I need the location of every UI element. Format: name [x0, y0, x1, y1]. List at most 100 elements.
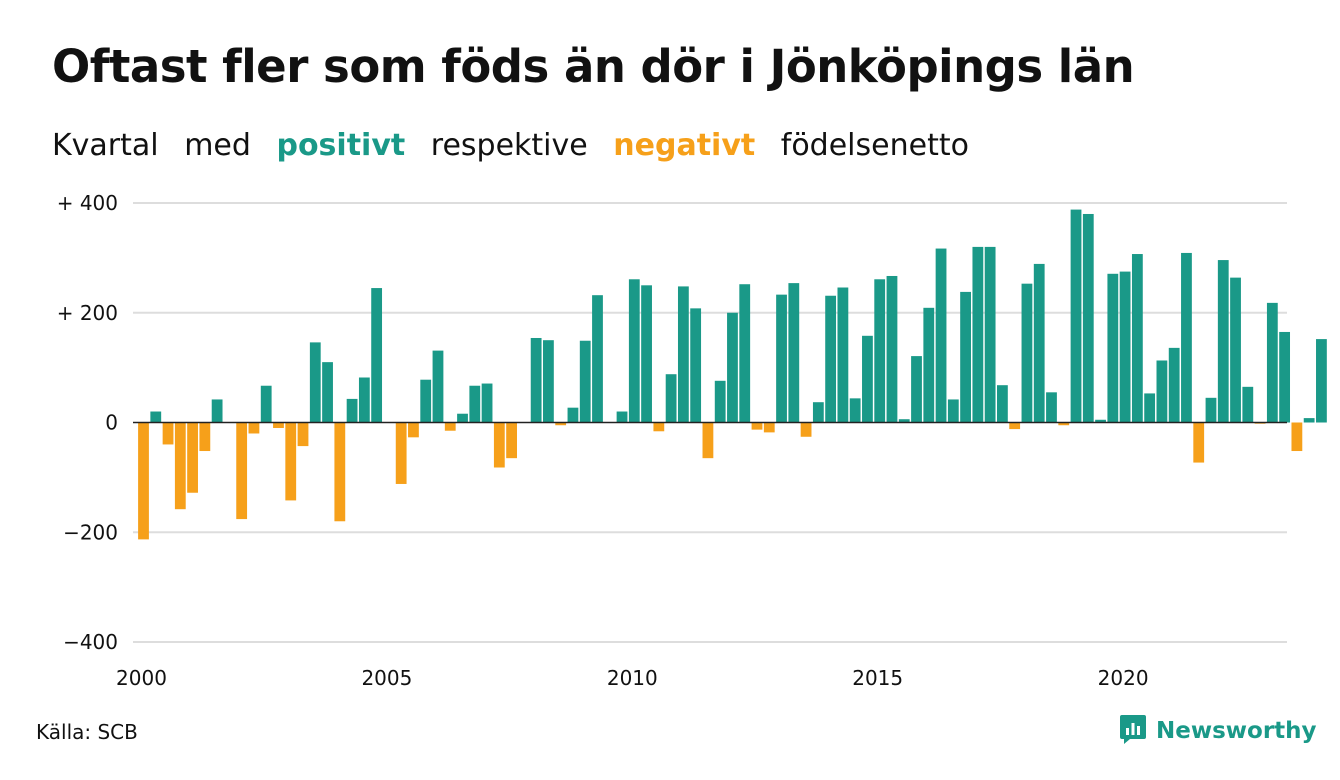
x-axis-tick-labels: 2000 2005 2010 2015 2020: [116, 666, 1149, 690]
y-tick-label: + 400: [57, 191, 118, 215]
bar-positive: [947, 399, 959, 423]
bar-positive: [849, 398, 861, 423]
bar-positive: [1046, 392, 1057, 423]
bar-negative: [395, 422, 407, 484]
bar-positive: [1082, 213, 1094, 423]
bar-positive: [641, 285, 652, 423]
bar-positive: [1156, 360, 1168, 423]
bar-negative: [763, 422, 775, 433]
bar-negative: [751, 422, 763, 430]
bar-positive: [1316, 339, 1327, 423]
bar-positive: [862, 335, 873, 423]
bar-negative: [506, 422, 517, 459]
bar-positive: [211, 399, 223, 423]
subtitle-word-quarter: Kvartal: [52, 128, 159, 163]
bar-positive: [592, 295, 603, 423]
bar-positive: [628, 279, 640, 423]
bar-negative: [285, 422, 297, 501]
bar-positive: [1242, 386, 1254, 423]
y-tick-label: −400: [63, 630, 118, 654]
bar-positive: [665, 374, 677, 423]
bar-positive: [346, 398, 358, 423]
bar-negative: [236, 422, 248, 520]
bar-positive: [358, 377, 370, 423]
bar-positive: [1181, 252, 1192, 423]
subtitle-negative-label: negativt: [613, 128, 756, 163]
bar-positive: [984, 246, 996, 423]
bar-positive: [690, 308, 702, 423]
chart-subtitle: Kvartal med positivt respektive negativt…: [52, 128, 985, 163]
bar-positive: [837, 287, 849, 423]
bar-positive: [972, 246, 984, 423]
bar-negative: [653, 422, 665, 432]
y-axis-tick-labels: + 400 + 200 0 −200 −400: [57, 191, 118, 654]
bar-positive: [1266, 302, 1278, 423]
bar-positive: [469, 385, 481, 423]
bar-chart: + 400 + 200 0 −200 −400 2000 2005 2010 2015 2020: [57, 191, 1327, 690]
bar-positive: [997, 385, 1008, 423]
bar-positive: [457, 413, 468, 423]
bar-positive: [616, 411, 628, 423]
bar-negative: [334, 422, 346, 522]
bar-negative: [444, 422, 456, 431]
subtitle-word-with: med: [184, 128, 251, 163]
bar-negative: [493, 422, 505, 468]
subtitle-word-birth-net: födelsenetto: [780, 128, 969, 163]
bar-negative: [187, 422, 198, 493]
bar-series: [138, 209, 1327, 540]
bar-positive: [1303, 418, 1315, 423]
bar-positive: [886, 275, 898, 423]
bar-negative: [408, 422, 419, 438]
bar-negative: [248, 422, 260, 434]
y-tick-label: 0: [105, 411, 118, 435]
bar-positive: [1131, 254, 1143, 423]
bar-positive: [1107, 273, 1119, 423]
bar-positive: [371, 288, 383, 423]
bar-positive: [960, 291, 971, 423]
grid-lines: [133, 202, 1287, 643]
source-note: Källa: SCB: [36, 720, 138, 744]
bar-positive: [1217, 260, 1229, 423]
bar-positive: [1205, 397, 1217, 423]
bar-positive: [788, 283, 800, 423]
y-tick-label: −200: [63, 520, 118, 544]
bar-positive: [1279, 331, 1291, 423]
bar-positive: [543, 340, 554, 423]
bar-positive: [739, 284, 751, 423]
bar-positive: [812, 402, 824, 423]
bar-negative: [1291, 422, 1303, 452]
bar-positive: [825, 295, 837, 423]
bar-positive: [481, 383, 493, 423]
bar-negative: [199, 422, 211, 452]
bar-positive: [150, 411, 162, 423]
x-tick-label: 2015: [852, 666, 903, 690]
bar-positive: [1070, 209, 1082, 423]
bar-positive: [874, 279, 886, 423]
bar-positive: [309, 342, 321, 423]
y-tick-label: + 200: [57, 301, 118, 325]
brand-name: Newsworthy: [1156, 718, 1317, 744]
bar-positive: [677, 286, 689, 423]
bar-negative: [1193, 422, 1205, 463]
bar-positive: [1033, 263, 1045, 423]
bar-positive: [1168, 347, 1180, 423]
bar-negative: [1058, 422, 1070, 426]
bar-positive: [923, 307, 935, 423]
newsworthy-logo-icon: [1118, 713, 1148, 749]
bar-positive: [579, 340, 591, 423]
bar-positive: [420, 379, 432, 423]
bar-positive: [1095, 419, 1106, 423]
bar-positive: [1021, 283, 1033, 423]
x-tick-label: 2000: [116, 666, 167, 690]
bar-positive: [1119, 271, 1131, 423]
bar-negative: [138, 422, 149, 540]
bar-positive: [530, 337, 542, 423]
bar-positive: [567, 407, 579, 423]
bar-positive: [1230, 277, 1241, 423]
bar-positive: [935, 248, 947, 423]
bar-positive: [898, 419, 910, 423]
bar-negative: [702, 422, 714, 459]
subtitle-positive-label: positivt: [276, 128, 406, 163]
brand-logo[interactable]: Newsworthy: [1118, 714, 1317, 748]
bar-negative: [174, 422, 186, 510]
